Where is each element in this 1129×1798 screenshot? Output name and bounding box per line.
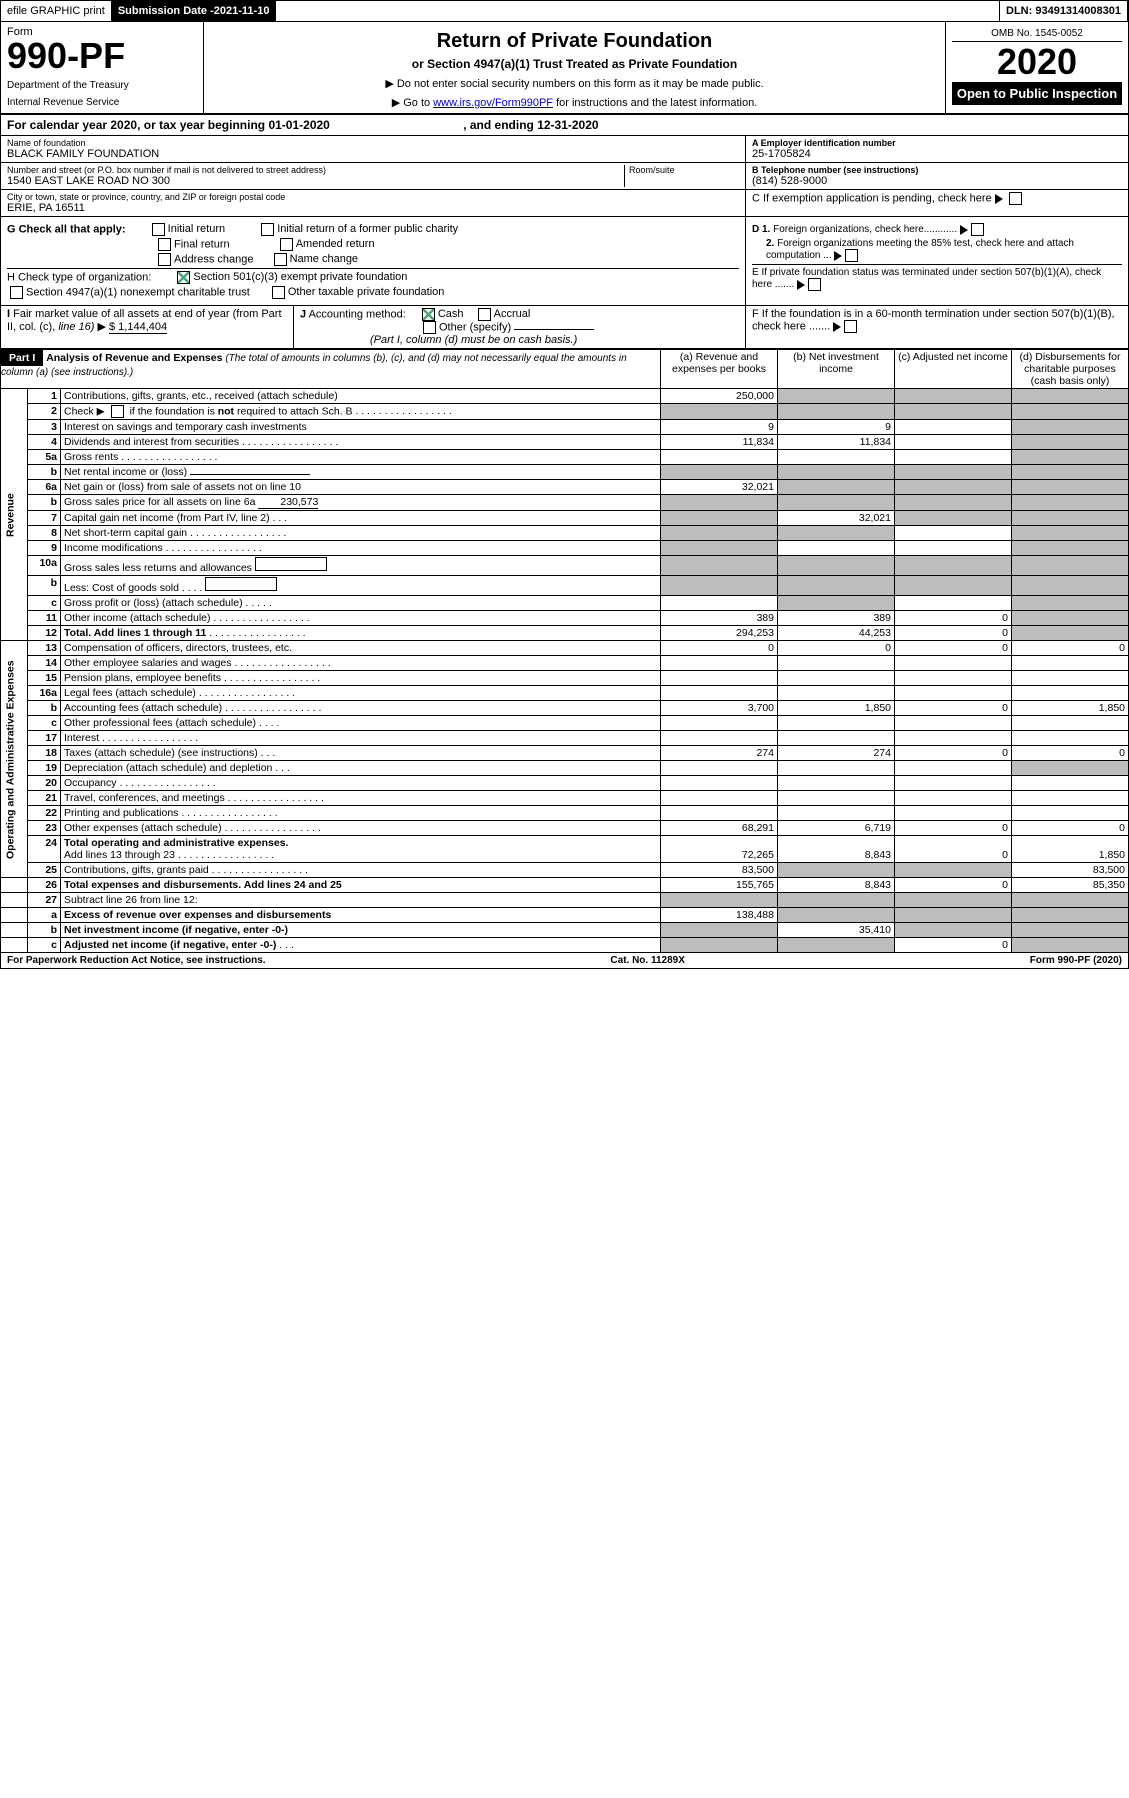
topbar-spacer [276, 1, 1000, 21]
form-title: Return of Private Foundation [210, 30, 939, 53]
foundation-name: BLACK FAMILY FOUNDATION [7, 148, 739, 160]
g-label: G Check all that apply: [7, 223, 126, 235]
j-cash-cb[interactable] [422, 308, 435, 321]
part1-title: Analysis of Revenue and Expenses [46, 352, 222, 364]
arrow-icon [995, 194, 1003, 204]
part1-table: Part I Analysis of Revenue and Expenses … [0, 349, 1129, 953]
g-initial-cb[interactable] [152, 223, 165, 236]
tel-label: B Telephone number (see instructions) [752, 165, 1122, 175]
form-ref: Form 990-PF (2020) [1024, 953, 1128, 968]
irs-label: Internal Revenue Service [7, 97, 197, 108]
arrow-icon [797, 280, 805, 290]
d2-cb[interactable] [845, 249, 858, 262]
cat-no: Cat. No. 11289X [272, 953, 1024, 968]
identity-row-2: Number and street (or P.O. box number if… [0, 163, 1129, 190]
section-i-j-f: I Fair market value of all assets at end… [0, 306, 1129, 349]
j-accrual-cb[interactable] [478, 308, 491, 321]
calendar-year-row: For calendar year 2020, or tax year begi… [0, 115, 1129, 136]
col-b-header: (b) Net investment income [778, 350, 895, 389]
omb-number: OMB No. 1545-0052 [952, 26, 1122, 42]
identity-row-3: City or town, state or province, country… [0, 190, 1129, 217]
schb-cb[interactable] [111, 405, 124, 418]
tel-value: (814) 528-9000 [752, 175, 1122, 187]
room-label: Room/suite [629, 165, 739, 175]
form990pf-link[interactable]: www.irs.gov/Form990PF [433, 97, 553, 109]
dln: DLN: 93491314008301 [1000, 1, 1128, 21]
ein-value: 25-1705824 [752, 148, 1122, 160]
topbar: efile GRAPHIC print Submission Date - 20… [0, 0, 1129, 22]
g-initial-public-cb[interactable] [261, 223, 274, 236]
g-final-cb[interactable] [158, 238, 171, 251]
footer: For Paperwork Reduction Act Notice, see … [0, 953, 1129, 969]
efile-print[interactable]: efile GRAPHIC print [1, 1, 112, 21]
f-text: F If the foundation is in a 60-month ter… [752, 308, 1115, 332]
tax-year: 2020 [952, 42, 1122, 82]
h-501c3-cb[interactable] [177, 271, 190, 284]
arrow-icon [834, 251, 842, 261]
instruction-2: ▶ Go to www.irs.gov/Form990PF for instru… [210, 96, 939, 109]
form-subtitle: or Section 4947(a)(1) Trust Treated as P… [210, 57, 939, 71]
open-public-badge: Open to Public Inspection [952, 82, 1122, 105]
g-name-cb[interactable] [274, 253, 287, 266]
col-a-header: (a) Revenue and expenses per books [661, 350, 778, 389]
ein-label: A Employer identification number [752, 138, 1122, 148]
revenue-sidebar: Revenue [1, 389, 28, 641]
i-value: $ 1,144,404 [109, 321, 167, 334]
h-4947-cb[interactable] [10, 286, 23, 299]
name-label: Name of foundation [7, 138, 739, 148]
identity-row-1: Name of foundation BLACK FAMILY FOUNDATI… [0, 136, 1129, 163]
h-label: H Check type of organization: [7, 271, 151, 283]
c-checkbox[interactable] [1009, 192, 1022, 205]
part1-tag: Part I [1, 350, 43, 366]
addr-value: 1540 EAST LAKE ROAD NO 300 [7, 175, 624, 187]
city-value: ERIE, PA 16511 [7, 202, 739, 214]
d1-cb[interactable] [971, 223, 984, 236]
c-label: C If exemption application is pending, c… [752, 192, 992, 204]
addr-label: Number and street (or P.O. box number if… [7, 165, 624, 175]
city-label: City or town, state or province, country… [7, 192, 739, 202]
h-other-cb[interactable] [272, 286, 285, 299]
oae-sidebar: Operating and Administrative Expenses [1, 641, 28, 878]
form-header: Form 990-PF Department of the Treasury I… [0, 22, 1129, 115]
g-address-cb[interactable] [158, 253, 171, 266]
submission-date: Submission Date - 2021-11-10 [112, 1, 277, 21]
g-amended-cb[interactable] [280, 238, 293, 251]
e-cb[interactable] [808, 278, 821, 291]
arrow-icon [833, 322, 841, 332]
col-d-header: (d) Disbursements for charitable purpose… [1012, 350, 1129, 389]
f-cb[interactable] [844, 320, 857, 333]
dept-treasury: Department of the Treasury [7, 80, 197, 91]
arrow-icon [960, 225, 968, 235]
instruction-1: ▶ Do not enter social security numbers o… [210, 77, 939, 90]
section-g-d: G Check all that apply: Initial return I… [0, 217, 1129, 306]
j-note: (Part I, column (d) must be on cash basi… [370, 334, 739, 346]
col-c-header: (c) Adjusted net income [895, 350, 1012, 389]
j-other-cb[interactable] [423, 321, 436, 334]
form-number: 990-PF [7, 38, 197, 74]
paperwork-notice: For Paperwork Reduction Act Notice, see … [1, 953, 272, 968]
